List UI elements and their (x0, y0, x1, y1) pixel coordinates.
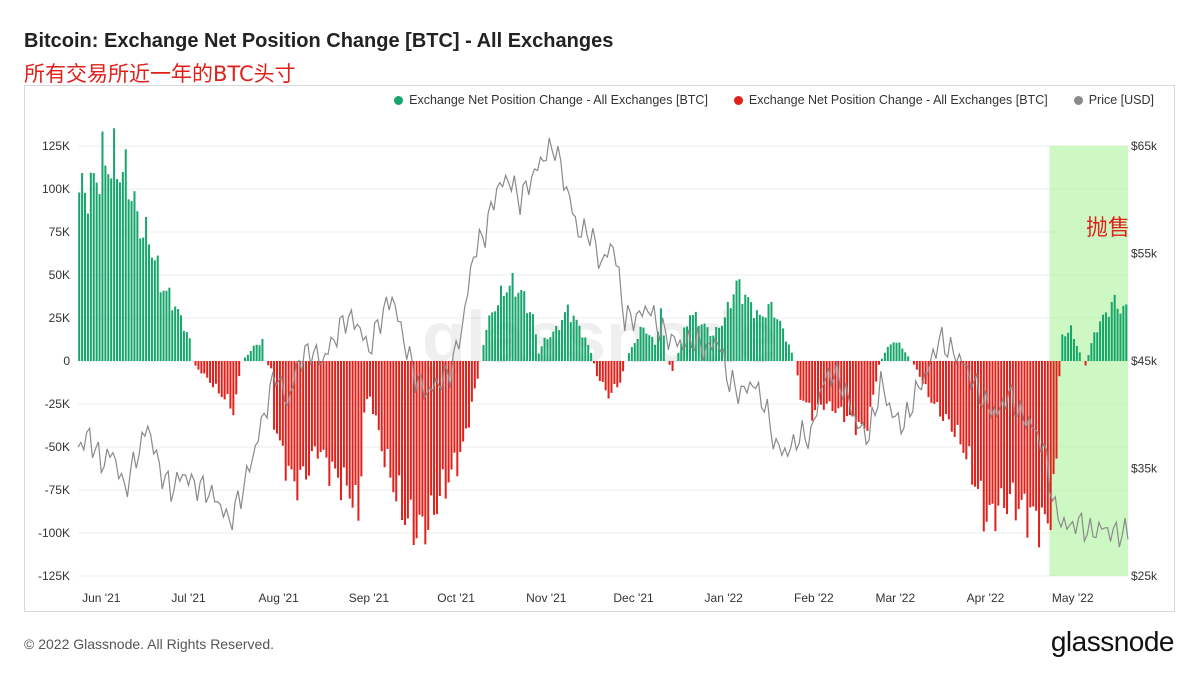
legend-label: Exchange Net Position Change - All Excha… (409, 93, 708, 107)
copyright-text: © 2022 Glassnode. All Rights Reserved. (24, 636, 275, 652)
legend: Exchange Net Position Change - All Excha… (394, 93, 1154, 107)
legend-dot-green (394, 95, 404, 105)
legend-dot-red (733, 95, 743, 105)
legend-item-negative[interactable]: Exchange Net Position Change - All Excha… (733, 93, 1048, 107)
legend-item-positive[interactable]: Exchange Net Position Change - All Excha… (394, 93, 708, 107)
legend-label: Exchange Net Position Change - All Excha… (748, 93, 1048, 107)
legend-label: Price [USD] (1088, 93, 1154, 107)
legend-item-price[interactable]: Price [USD] (1073, 93, 1154, 107)
chart-title: Bitcoin: Exchange Net Position Change [B… (24, 30, 614, 52)
chart-frame (24, 85, 1175, 612)
chart-subtitle-annotation: 所有交易所近一年的BTC头寸 (24, 62, 296, 86)
glassnode-logo[interactable]: glassnode (1050, 626, 1175, 657)
sell-annotation: 抛售 (1086, 216, 1131, 241)
legend-dot-gray (1073, 95, 1083, 105)
